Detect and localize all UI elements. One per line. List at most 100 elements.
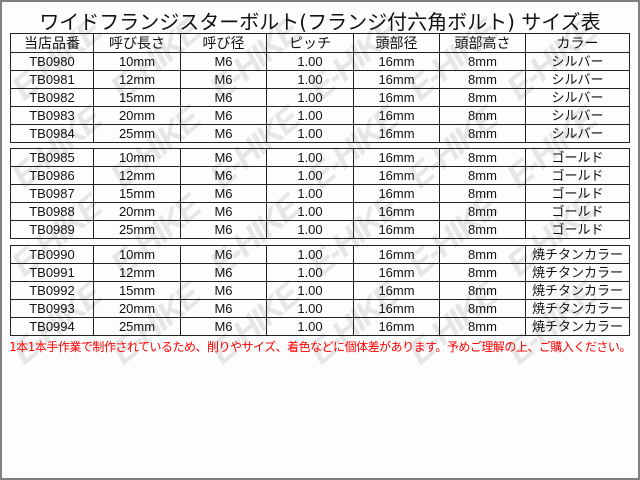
table-cell: シルバー xyxy=(525,106,630,125)
size-table-gold: TB0985 10mm M6 1.00 16mm 8mm ゴールド TB0986 12mm M6 1… xyxy=(10,148,630,239)
table-cell: 8mm xyxy=(439,281,526,300)
table-row: TB0989 25mm M6 1.00 16mm 8mm ゴールド xyxy=(10,220,630,239)
table-cell: M6 xyxy=(180,88,267,107)
table-cell: TB0985 xyxy=(10,148,94,167)
table-header-row: 当店品番 呼び長さ 呼び径 ピッチ 頭部径 頭部高さ カラー xyxy=(10,33,630,53)
table-cell: 16mm xyxy=(353,148,440,167)
table-cell: 1.00 xyxy=(266,299,354,318)
table-cell: シルバー xyxy=(525,52,630,71)
table-cell: ゴールド xyxy=(525,148,630,167)
table-cell: TB0990 xyxy=(10,245,94,264)
table-cell: TB0992 xyxy=(10,281,94,300)
table-cell: 12mm xyxy=(93,166,181,185)
table-cell: 15mm xyxy=(93,184,181,203)
table-cell: 8mm xyxy=(439,106,526,125)
table-cell: 25mm xyxy=(93,220,181,239)
table-cell: 10mm xyxy=(93,52,181,71)
table-cell: M6 xyxy=(180,263,267,282)
column-header: 呼び長さ xyxy=(93,33,181,53)
table-row: TB0991 12mm M6 1.00 16mm 8mm 焼チタンカラー xyxy=(10,263,630,282)
table-cell: TB0988 xyxy=(10,202,94,221)
table-cell: TB0989 xyxy=(10,220,94,239)
table-cell: 1.00 xyxy=(266,220,354,239)
table-cell: M6 xyxy=(180,220,267,239)
table-cell: 8mm xyxy=(439,70,526,89)
table-cell: 焼チタンカラー xyxy=(525,281,630,300)
table-row: TB0985 10mm M6 1.00 16mm 8mm ゴールド xyxy=(10,148,630,167)
table-cell: 8mm xyxy=(439,52,526,71)
table-cell: ゴールド xyxy=(525,166,630,185)
table-cell: 8mm xyxy=(439,317,526,336)
table-cell: M6 xyxy=(180,317,267,336)
table-cell: 16mm xyxy=(353,220,440,239)
table-cell: M6 xyxy=(180,52,267,71)
column-header: カラー xyxy=(525,33,630,53)
table-cell: TB0993 xyxy=(10,299,94,318)
table-cell: 25mm xyxy=(93,124,181,143)
disclaimer-note: 1本1本手作業で制作されているため、削りやサイズ、着色などに個体差があります。予… xyxy=(9,340,631,354)
table-cell: 8mm xyxy=(439,220,526,239)
table-row: TB0993 20mm M6 1.00 16mm 8mm 焼チタンカラー xyxy=(10,299,630,318)
table-cell: 1.00 xyxy=(266,245,354,264)
column-header: 当店品番 xyxy=(10,33,94,53)
table-cell: M6 xyxy=(180,166,267,185)
table-cell: シルバー xyxy=(525,88,630,107)
table-cell: シルバー xyxy=(525,70,630,89)
table-cell: 16mm xyxy=(353,52,440,71)
table-cell: 1.00 xyxy=(266,202,354,221)
table-cell: 焼チタンカラー xyxy=(525,317,630,336)
table-cell: 焼チタンカラー xyxy=(525,245,630,264)
table-row: TB0986 12mm M6 1.00 16mm 8mm ゴールド xyxy=(10,166,630,185)
table-cell: 8mm xyxy=(439,148,526,167)
table-cell: 16mm xyxy=(353,184,440,203)
table-cell: 8mm xyxy=(439,166,526,185)
table-cell: 16mm xyxy=(353,263,440,282)
table-cell: TB0994 xyxy=(10,317,94,336)
table-cell: 1.00 xyxy=(266,148,354,167)
size-table-titanium: TB0990 10mm M6 1.00 16mm 8mm 焼チタンカラー TB0991 12mm… xyxy=(10,245,630,336)
table-cell: TB0987 xyxy=(10,184,94,203)
table-cell: 20mm xyxy=(93,299,181,318)
table-cell: 10mm xyxy=(93,148,181,167)
table-cell: 15mm xyxy=(93,281,181,300)
table-cell: 1.00 xyxy=(266,88,354,107)
table-cell: 16mm xyxy=(353,106,440,125)
table-cell: M6 xyxy=(180,281,267,300)
table-cell: ゴールド xyxy=(525,202,630,221)
table-cell: 16mm xyxy=(353,245,440,264)
table-cell: 20mm xyxy=(93,106,181,125)
table-cell: 8mm xyxy=(439,184,526,203)
table-cell: 焼チタンカラー xyxy=(525,299,630,318)
table-row: TB0983 20mm M6 1.00 16mm 8mm シルバー xyxy=(10,106,630,125)
column-header: 頭部径 xyxy=(353,33,440,53)
table-row: TB0987 15mm M6 1.00 16mm 8mm ゴールド xyxy=(10,184,630,203)
table-cell: TB0986 xyxy=(10,166,94,185)
table-cell: 16mm xyxy=(353,317,440,336)
table-cell: 焼チタンカラー xyxy=(525,263,630,282)
table-row: TB0981 12mm M6 1.00 16mm 8mm シルバー xyxy=(10,70,630,89)
table-cell: TB0981 xyxy=(10,70,94,89)
table-cell: 10mm xyxy=(93,245,181,264)
table-cell: 16mm xyxy=(353,88,440,107)
table-cell: シルバー xyxy=(525,124,630,143)
table-cell: 8mm xyxy=(439,263,526,282)
table-cell: 8mm xyxy=(439,245,526,264)
table-cell: TB0983 xyxy=(10,106,94,125)
table-cell: 1.00 xyxy=(266,281,354,300)
table-cell: 16mm xyxy=(353,281,440,300)
table-cell: TB0980 xyxy=(10,52,94,71)
table-cell: 1.00 xyxy=(266,124,354,143)
table-cell: M6 xyxy=(180,148,267,167)
table-cell: M6 xyxy=(180,124,267,143)
table-cell: M6 xyxy=(180,245,267,264)
table-cell: 15mm xyxy=(93,88,181,107)
table-row: TB0982 15mm M6 1.00 16mm 8mm シルバー xyxy=(10,88,630,107)
table-cell: 8mm xyxy=(439,299,526,318)
table-cell: TB0984 xyxy=(10,124,94,143)
table-cell: 8mm xyxy=(439,88,526,107)
table-cell: M6 xyxy=(180,299,267,318)
table-cell: M6 xyxy=(180,70,267,89)
table-cell: M6 xyxy=(180,106,267,125)
column-header: 呼び径 xyxy=(180,33,267,53)
